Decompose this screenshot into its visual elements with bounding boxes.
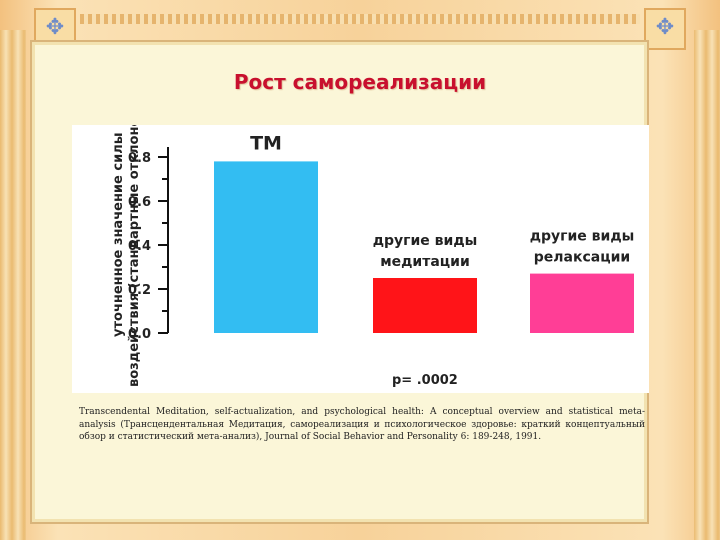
slide-title: Рост самореализации [233,70,487,94]
bar-label-2: медитации [380,254,470,270]
chart-area: уточненное значение силы воздействия (ст… [72,125,649,393]
bar-1 [214,161,318,333]
y-tick-label: 0.4 [128,239,151,254]
p-value-label: p= .0002 [392,373,458,388]
citation-text: Transcendental Meditation, self-actualiz… [79,407,645,442]
bar-3 [530,273,634,333]
y-axis-label-line1: уточненное значение силы [111,133,126,337]
y-tick-label: 0.6 [128,195,151,210]
bar-label-2: другие виды [373,233,478,249]
bar-2 [373,278,477,333]
bar-label-3: другие виды [530,229,635,245]
y-axis-label-line2: воздействия (стандартные отклонения) [127,125,142,387]
corner-ornament-right [644,8,686,50]
bar-label-1: TM [250,132,282,154]
left-column-ornament [0,30,26,540]
bar-label-3: релаксации [534,250,630,266]
right-column-ornament [694,30,720,540]
top-border-ornament [80,14,640,24]
y-tick-label: 0.2 [128,283,151,298]
y-tick-label: 0.8 [128,151,151,166]
bar-chart: уточненное значение силы воздействия (ст… [111,125,635,388]
y-tick-label: 0.0 [128,327,151,342]
